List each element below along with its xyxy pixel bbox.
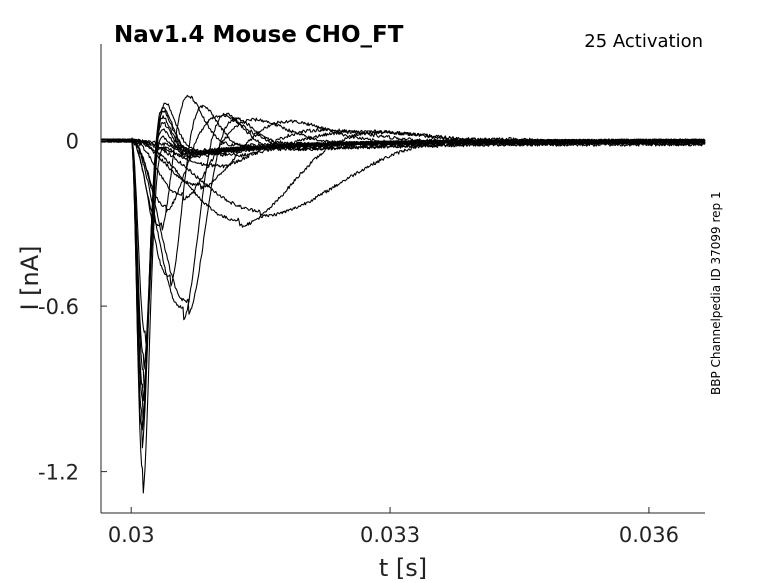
x-axis-label: t [s] [379,554,427,582]
y-tick-label: -0.6 [38,295,79,319]
channelpedia-id-label: BBP Channelpedia ID 37099 rep 1 [709,191,723,395]
current-trace-1 [100,138,705,494]
current-trace-19 [100,129,706,158]
chart-subtitle: 25 Activation [584,31,703,52]
y-tick-label: 0 [66,130,79,154]
current-trace-2 [101,135,706,449]
y-axis-label: I [nA] [16,245,44,310]
current-trace-18 [100,127,706,169]
current-trace-5 [100,115,706,402]
current-trace-13 [100,113,706,213]
chart-title: Nav1.4 Mouse CHO_FT [114,22,404,48]
current-trace-10 [100,104,706,287]
y-tick-label: -1.2 [38,461,79,485]
x-tick-label: 0.036 [619,523,679,547]
current-traces [100,94,706,494]
x-tick-label: 0.03 [108,523,155,547]
current-trace-4 [100,121,706,419]
y-axis-ticks: 0 -0.6 -1.2 [38,130,107,485]
x-tick-label: 0.033 [360,523,420,547]
x-axis-ticks: 0.03 0.033 0.036 [108,507,679,547]
current-trace-9 [100,94,706,231]
